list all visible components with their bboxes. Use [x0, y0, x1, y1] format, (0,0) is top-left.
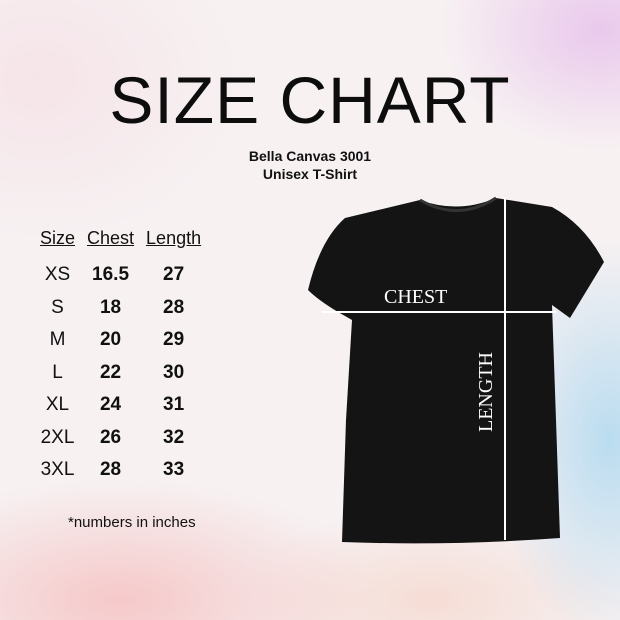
chest-cell: 18 [99, 296, 122, 318]
chest-cell: 24 [99, 394, 122, 416]
size-cell: M [49, 329, 66, 351]
units-note: *numbers in inches [68, 514, 196, 531]
chest-cell: 28 [99, 459, 122, 481]
product-model: Bella Canvas 3001 [248, 148, 372, 164]
page-title: SIZE CHART [109, 63, 511, 137]
chest-label: CHEST [384, 286, 447, 308]
size-cell: XL [45, 394, 70, 416]
length-cell: 27 [163, 264, 185, 286]
length-cell: 31 [163, 394, 185, 416]
length-cell: 33 [163, 459, 185, 481]
length-cell: 30 [163, 361, 185, 383]
size-table: Size Chest Length XS 16.5 27 S 18 28 M 20 29 L 22 3… [34, 228, 207, 487]
table-row: XS 16.5 27 [34, 259, 207, 292]
table-row: XL 24 31 [34, 389, 207, 422]
chest-cell: 22 [99, 361, 122, 383]
header-size: Size [40, 228, 76, 248]
length-cell: 28 [163, 296, 185, 318]
header-chest: Chest [87, 228, 135, 248]
table-row: M 20 29 [34, 324, 207, 357]
size-cell: 2XL [40, 426, 75, 448]
chest-cell: 16.5 [92, 264, 130, 286]
table-row: 2XL 26 32 [34, 422, 207, 455]
chest-cell: 26 [99, 426, 122, 448]
neckline [419, 196, 497, 212]
table-row: S 18 28 [34, 292, 207, 325]
chest-cell: 20 [99, 329, 122, 351]
size-cell: L [52, 361, 63, 383]
tshirt-shape [308, 198, 604, 544]
table-row: 3XL 28 33 [34, 454, 207, 487]
header-length: Length [146, 228, 202, 248]
length-cell: 32 [163, 426, 185, 448]
size-cell: XS [44, 264, 71, 286]
length-label: LENGTH [475, 352, 497, 432]
size-cell: 3XL [40, 459, 75, 481]
table-row: L 22 30 [34, 357, 207, 390]
product-type: Unisex T-Shirt [262, 166, 358, 182]
size-cell: S [51, 296, 64, 318]
length-cell: 29 [163, 329, 185, 351]
